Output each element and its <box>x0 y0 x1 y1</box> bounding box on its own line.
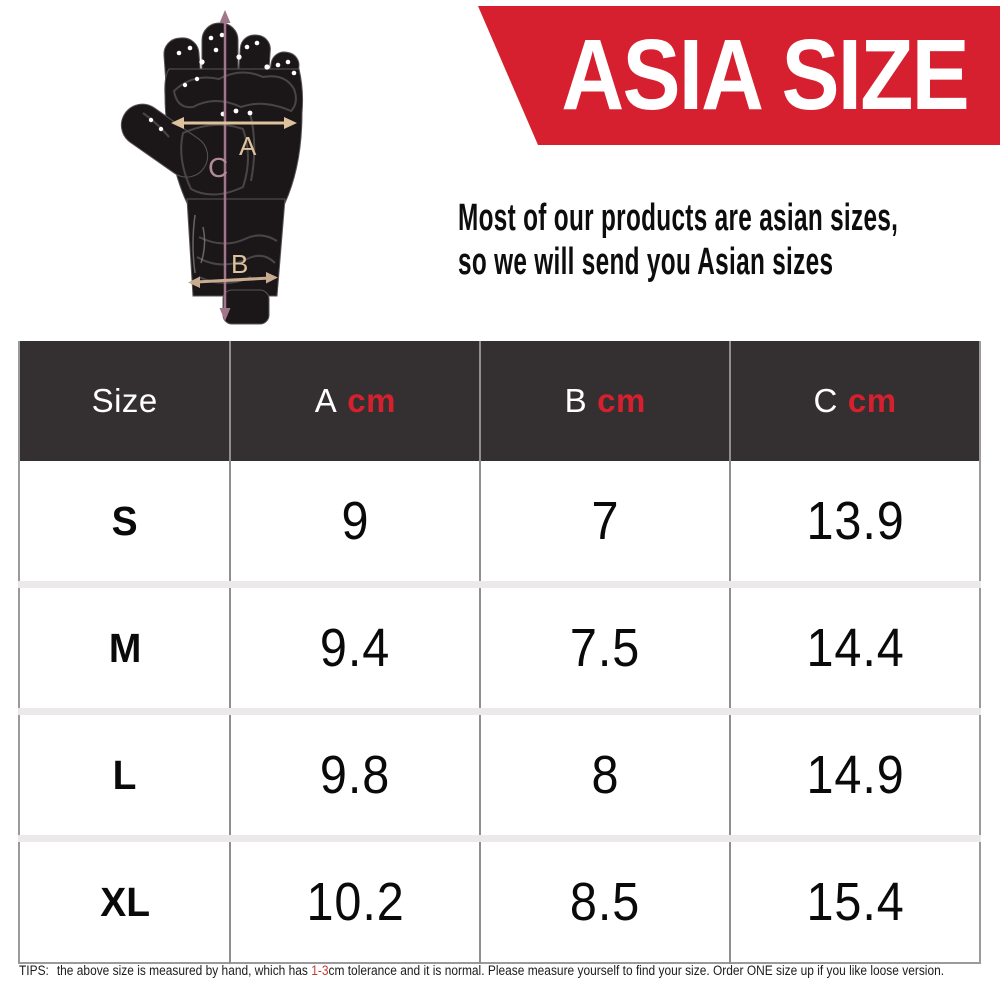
value-cell-c: 13.9 <box>729 461 980 585</box>
tips-text-after: cm tolerance and it is normal. Please me… <box>328 963 945 978</box>
glove-label-c: C <box>208 152 228 183</box>
tips-highlight: 1-3 <box>311 963 329 978</box>
unit-cm: cm <box>847 382 897 419</box>
value-cell-b: 7 <box>479 461 731 585</box>
value-cell-b: 8 <box>479 708 731 839</box>
value-cell-a: 9.8 <box>229 708 481 839</box>
glove-diagram: A C B <box>95 5 405 330</box>
tips-label: TIPS: <box>19 963 49 978</box>
size-cell: L <box>19 708 231 839</box>
size-cell: S <box>19 461 231 585</box>
measure-arrow-b <box>188 272 278 288</box>
unit-cm: cm <box>597 382 646 419</box>
size-cell: M <box>19 581 231 712</box>
measure-arrow-c <box>219 10 231 321</box>
unit-cm: cm <box>347 382 396 419</box>
glove-label-b: B <box>231 249 248 279</box>
value-cell-a: 9 <box>229 461 481 585</box>
header-size: Size <box>19 341 231 461</box>
glove-label-a: A <box>239 131 257 161</box>
subtitle: Most of our products are asian sizes, so… <box>458 196 1000 284</box>
subtitle-line-2: so we will send you Asian sizes <box>458 241 834 283</box>
value-cell-c: 14.9 <box>729 708 980 839</box>
subtitle-line-1: Most of our products are asian sizes, <box>458 197 899 239</box>
value-cell-c: 14.4 <box>729 581 980 712</box>
value-cell-a: 9.4 <box>229 581 481 712</box>
measure-arrow-a <box>171 117 297 129</box>
value-cell-a: 10.2 <box>229 835 481 963</box>
tips-text-before: the above size is measured by hand, whic… <box>56 963 312 978</box>
value-cell-c: 15.4 <box>729 835 980 963</box>
banner-title: ASIA SIZE <box>561 19 970 131</box>
size-cell: XL <box>19 835 231 963</box>
glove-illustration: A C B <box>120 10 304 325</box>
table-row-s: S 9 7 13.9 <box>19 461 980 585</box>
table-row-m: M 9.4 7.5 14.4 <box>19 581 980 712</box>
tips-note: TIPS: the above size is measured by hand,… <box>19 963 944 978</box>
table-row-l: L 9.8 8 14.9 <box>19 708 980 839</box>
value-cell-b: 7.5 <box>479 581 731 712</box>
value-cell-b: 8.5 <box>479 835 731 963</box>
asia-size-banner: ASIA SIZE <box>478 6 1000 145</box>
table-row-xl: XL 10.2 8.5 15.4 <box>19 835 980 963</box>
